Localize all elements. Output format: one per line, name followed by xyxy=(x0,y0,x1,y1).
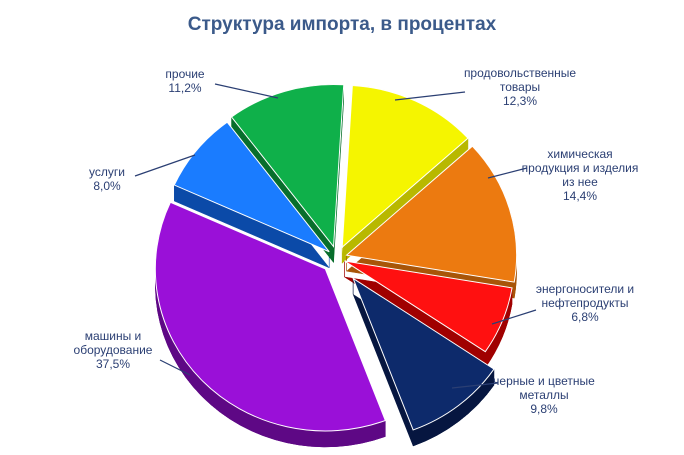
slice-value: 37,5% xyxy=(96,357,130,371)
slice-name: из нее xyxy=(562,175,598,189)
leader-line xyxy=(134,154,196,177)
slice-name: химическая xyxy=(547,147,612,161)
slice-value: 14,4% xyxy=(563,189,597,203)
pie-slice xyxy=(345,145,518,283)
pie-slice xyxy=(352,277,495,431)
chart-title: Структура импорта, в процентах xyxy=(187,14,497,35)
leader-line xyxy=(159,359,191,376)
leader-line xyxy=(487,167,528,179)
leader-line xyxy=(451,382,499,389)
slice-value: 11,2% xyxy=(168,81,201,95)
slice-name: прочие xyxy=(165,67,205,81)
slice-label: химическая продукция и изделия из нее 14,4% xyxy=(522,147,639,203)
slice-value: 8,0% xyxy=(93,179,121,193)
slice-value: 12,3% xyxy=(503,94,537,108)
slice-name: продукция и изделия xyxy=(522,161,639,175)
leader-line xyxy=(214,83,279,99)
slice-name: машины и xyxy=(85,329,142,343)
slice-name: оборудование xyxy=(74,343,153,357)
slice-name: металлы xyxy=(519,388,568,402)
slice-name: нефтепродукты xyxy=(541,296,628,310)
pie-slice xyxy=(173,121,330,253)
leader-line xyxy=(394,91,466,101)
slice-label: продовольственные товары 12,3% xyxy=(464,66,576,108)
slice-name: товары xyxy=(500,80,540,94)
pie-slice xyxy=(154,201,387,432)
leader-line xyxy=(491,309,537,325)
slice-name: продовольственные xyxy=(464,66,576,80)
slice-name: энергоносители и xyxy=(536,282,634,296)
slice-label: прочие 11,2% xyxy=(165,67,205,95)
pie-slice xyxy=(230,84,345,248)
slice-label: черные и цветные металлы 9,8% xyxy=(493,374,595,416)
slice-value: 9,8% xyxy=(530,402,558,416)
slice-value: 6,8% xyxy=(571,310,599,324)
pie-slice xyxy=(341,84,469,249)
slice-label: машины и оборудование 37,5% xyxy=(74,329,153,371)
slice-label: услуги 8,0% xyxy=(89,165,125,193)
slice-name: черные и цветные xyxy=(493,374,595,388)
slice-name: услуги xyxy=(89,165,125,179)
slice-label: энергоносители и нефтепродукты 6,8% xyxy=(536,282,634,324)
